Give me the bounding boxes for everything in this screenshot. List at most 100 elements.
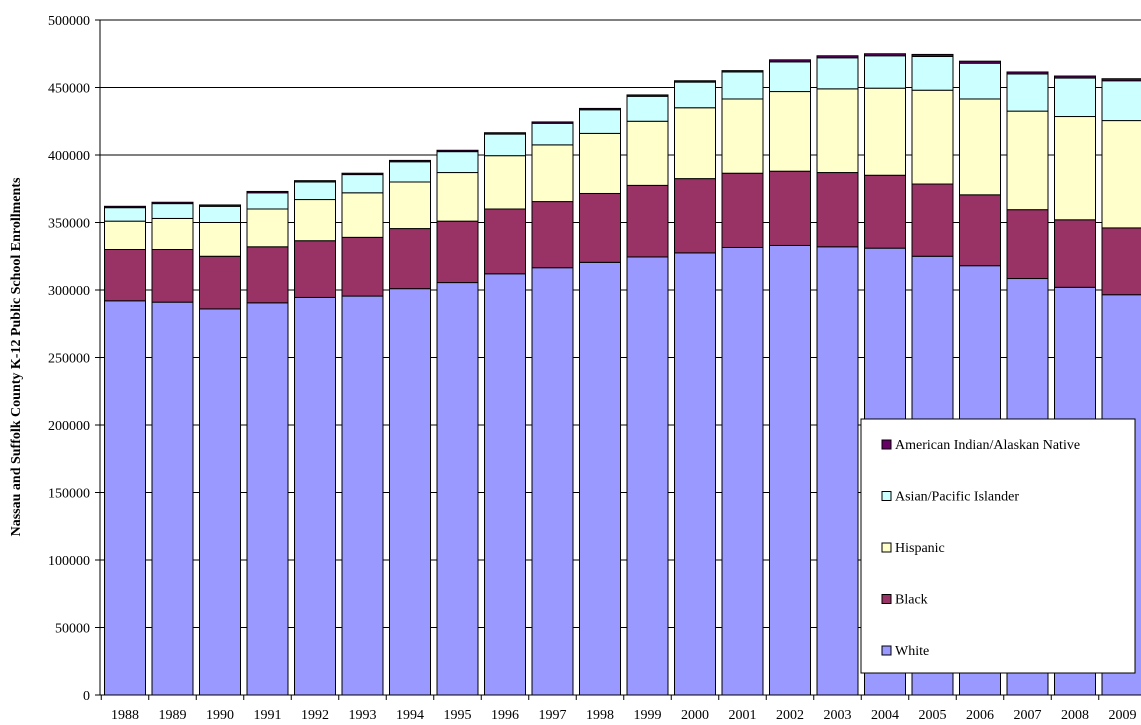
bar-segment-black-1996 (484, 208, 526, 275)
axes (99, 20, 1141, 696)
x-tick-label-1999: 1999 (634, 708, 662, 723)
bar-segment-hispanic-2002 (769, 91, 811, 172)
bar-segment-asian-pacific-islander-2008 (1054, 77, 1096, 118)
bar-segment-asian-pacific-islander-1998 (579, 109, 621, 134)
bar-segment-white-1990 (199, 308, 241, 696)
bar-segment-white-2002 (769, 244, 811, 696)
bar-segment-black-2007 (1006, 209, 1049, 280)
bar-segment-hispanic-1994 (389, 181, 431, 230)
y-tick-labels: 0 50000 100000 150000 200000 250000 300000 3500… (48, 14, 90, 704)
bar-segment-white-1996 (484, 273, 526, 696)
x-tick-label-1992: 1992 (301, 708, 329, 723)
bar-segment-american-indian-alaskan-native-2001 (721, 70, 764, 73)
x-tick-label-2007: 2007 (1014, 708, 1042, 723)
bar-segment-asian-pacific-islander-2002 (769, 61, 811, 93)
bar-segment-american-indian-alaskan-native-1993 (341, 172, 384, 176)
bar-segment-black-1999 (626, 184, 669, 258)
x-tick-label-1989: 1989 (159, 708, 187, 723)
y-tick-label: 250000 (48, 352, 90, 367)
x-tick-label-1996: 1996 (491, 708, 519, 723)
bar-segment-hispanic-1997 (531, 144, 574, 203)
bar-segment-black-1995 (436, 220, 479, 284)
legend-swatch-asian-pacific-islander (881, 491, 892, 501)
bar-segment-black-2001 (721, 172, 764, 248)
x-tick-label-1998: 1998 (586, 708, 614, 723)
legend-box (860, 418, 1136, 674)
legend-label: Black (895, 593, 928, 608)
bar-segment-asian-pacific-islander-1993 (341, 174, 384, 194)
bar-segment-american-indian-alaskan-native-1998 (579, 107, 621, 111)
bar-segment-hispanic-1999 (626, 120, 669, 186)
y-tick-label: 450000 (48, 82, 90, 97)
bar-segment-black-2009 (1101, 227, 1141, 296)
bar-segment-white-1998 (579, 261, 621, 696)
bar-segment-black-1997 (531, 201, 574, 269)
bar-segment-american-indian-alaskan-native-2003 (816, 55, 859, 59)
y-tick-label: 0 (83, 689, 90, 704)
bar-segment-asian-pacific-islander-2005 (911, 55, 954, 91)
y-tick-label: 200000 (48, 419, 90, 434)
bar-segment-american-indian-alaskan-native-1999 (626, 94, 669, 97)
bar-segment-american-indian-alaskan-native-2005 (911, 53, 954, 57)
bar-segment-asian-pacific-islander-2009 (1101, 80, 1141, 122)
legend-swatch-white (881, 645, 892, 656)
bar-segment-asian-pacific-islander-1992 (294, 181, 336, 201)
bar-segment-white-1991 (246, 302, 289, 696)
bar-segment-white-1994 (389, 288, 431, 696)
x-tick-label-2006: 2006 (966, 708, 994, 723)
legend-swatch-hispanic (881, 542, 892, 553)
x-tick-label-2005: 2005 (919, 708, 947, 723)
bar-segment-hispanic-2001 (721, 98, 764, 174)
bar-segment-black-1998 (579, 192, 621, 263)
bar-segment-american-indian-alaskan-native-1992 (294, 180, 336, 183)
bar-segment-black-2003 (816, 172, 859, 248)
bar-segment-asian-pacific-islander-2001 (721, 71, 764, 100)
bar-segment-black-2008 (1054, 219, 1096, 288)
bar-segment-hispanic-1995 (436, 172, 479, 222)
bar-segment-white-2003 (816, 246, 859, 696)
bar-segment-hispanic-2004 (864, 87, 906, 176)
bar-segment-hispanic-1993 (341, 192, 384, 238)
legend-label: Asian/Pacific Islander (895, 490, 1019, 505)
bar-segment-hispanic-2008 (1054, 116, 1096, 221)
bar-segment-hispanic-1991 (246, 208, 289, 248)
x-tick-label-1991: 1991 (254, 708, 282, 723)
y-tick-label: 400000 (48, 149, 90, 164)
y-tick-label: 500000 (48, 14, 90, 29)
bar-segment-white-1992 (294, 296, 336, 696)
x-tick-label-1995: 1995 (444, 708, 472, 723)
y-axis-title: Nassau and Suffolk County K-12 Public Sc… (9, 177, 24, 536)
legend-label: White (895, 644, 929, 659)
x-tick-label-2001: 2001 (729, 708, 757, 723)
bar-segment-asian-pacific-islander-2007 (1006, 73, 1049, 112)
x-tick-label-1994: 1994 (396, 708, 424, 723)
x-tick-label-2008: 2008 (1061, 708, 1089, 723)
bar-segment-american-indian-alaskan-native-1990 (199, 204, 241, 207)
bar-segment-black-1994 (389, 228, 431, 290)
x-tick-label-2002: 2002 (776, 708, 804, 723)
bar-segment-white-1995 (436, 282, 479, 696)
bar-segment-hispanic-1988 (104, 220, 146, 250)
bar-segment-hispanic-1989 (151, 217, 194, 250)
bar-segment-american-indian-alaskan-native-2008 (1054, 75, 1096, 79)
bar-segment-white-2001 (721, 246, 764, 696)
legend-swatch-american-indian-alaskan-native (881, 439, 892, 450)
bar-segment-asian-pacific-islander-1997 (531, 122, 574, 146)
x-tick-label-2009: 2009 (1109, 708, 1137, 723)
bar-segment-american-indian-alaskan-native-2007 (1006, 71, 1049, 75)
legend-label: American Indian/Alaskan Native (895, 438, 1080, 453)
y-tick-label: 300000 (48, 284, 90, 299)
bar-segment-american-indian-alaskan-native-1994 (389, 159, 431, 163)
bar-segment-white-2000 (674, 252, 716, 696)
bar-segment-asian-pacific-islander-2003 (816, 57, 859, 90)
bar-segment-hispanic-2005 (911, 89, 954, 185)
bar-segment-american-indian-alaskan-native-1995 (436, 149, 479, 153)
bar-segment-asian-pacific-islander-2004 (864, 55, 906, 89)
bar-segment-american-indian-alaskan-native-2004 (864, 53, 906, 57)
bar-segment-white-1997 (531, 267, 574, 696)
bar-segment-black-2006 (959, 194, 1001, 267)
x-tick-label-1997: 1997 (539, 708, 567, 723)
y-tick-label: 100000 (48, 554, 90, 569)
y-tick-label: 150000 (48, 487, 90, 502)
bar-segment-american-indian-alaskan-native-2000 (674, 80, 716, 83)
